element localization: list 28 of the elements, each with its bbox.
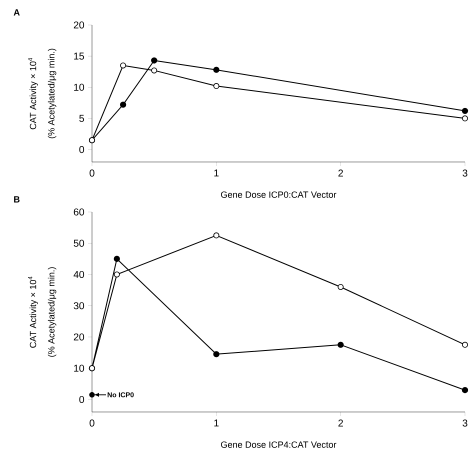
- text: A: [14, 9, 20, 16]
- y-tick-label: 20: [74, 333, 84, 341]
- text: (% Acetylated/μg min.): [48, 267, 56, 357]
- y-axis-title: CAT Activity × 10$^{4}$: [28, 276, 38, 348]
- y-tick-label: 10: [74, 364, 84, 372]
- y-tick-label: 0: [79, 396, 84, 404]
- y-tick-label: 50: [74, 240, 84, 247]
- x-tick-label: 1: [214, 420, 219, 426]
- x-tick-label: 3: [462, 170, 468, 177]
- x-tick-label: 0: [90, 170, 94, 177]
- x-axis-title: Gene Dose ICP4:CAT Vector: [221, 441, 336, 448]
- text: (% Acetylated/μg min.): [48, 48, 56, 138]
- x-tick-label: 3: [462, 420, 468, 427]
- x-axis-title: Gene Dose ICP0:CAT Vector: [221, 191, 336, 198]
- text: B: [14, 196, 20, 202]
- x-tick-label: 2: [338, 420, 343, 426]
- y-tick-label: 60: [74, 208, 84, 216]
- y-tick-label: 15: [74, 52, 84, 60]
- y-tick-label: 40: [74, 270, 84, 278]
- x-tick-label: 2: [338, 170, 343, 177]
- y-tick-label: 0: [79, 146, 84, 154]
- y-tick-label: 10: [74, 84, 84, 91]
- y-tick-label: 20: [74, 21, 84, 29]
- y-tick-label: 30: [74, 302, 84, 310]
- x-tick-label: 1: [214, 170, 219, 176]
- y-axis-title: CAT Activity × 10$^{4}$: [28, 58, 38, 130]
- x-tick-label: 0: [90, 420, 94, 427]
- y-tick-label: 5: [79, 114, 84, 122]
